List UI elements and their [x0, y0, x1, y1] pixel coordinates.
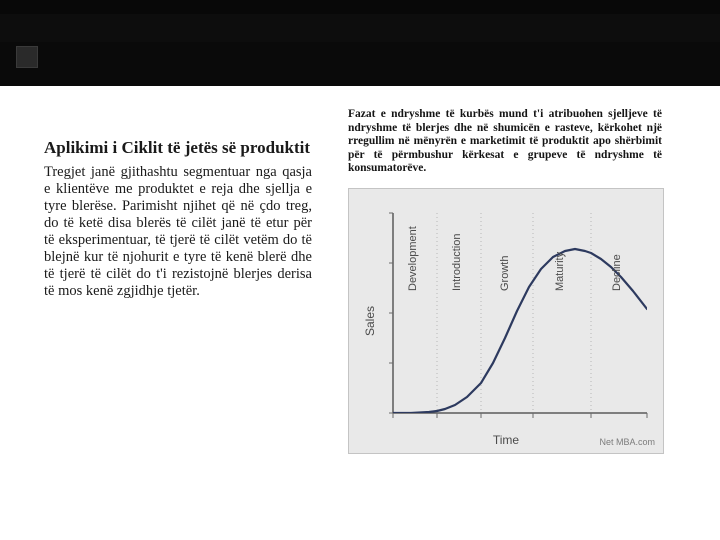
y-axis-label: Sales — [363, 306, 377, 336]
slide: Aplikimi i Ciklit të jetës së produktit … — [0, 0, 720, 540]
stage-label-growth: Growth — [499, 255, 511, 290]
right-text: Fazat e ndryshme të kurbës mund t'i atri… — [348, 108, 662, 176]
x-axis-label: Time — [493, 433, 519, 447]
stage-label-maturity: Maturity — [554, 252, 566, 291]
header-stripe-mid — [0, 14, 720, 42]
stage-label-decline: Decline — [611, 254, 623, 291]
right-column: Fazat e ndryshme të kurbës mund t'i atri… — [330, 108, 690, 530]
stage-labels-layer: Development Introduction Growth Maturity Dec… — [393, 213, 647, 413]
header-bar — [0, 0, 720, 86]
header-stripe-top — [0, 0, 720, 14]
left-body: Tregjet janë gjithashtu segmentuar nga q… — [44, 164, 312, 301]
chart-credit: Net MBA.com — [599, 437, 655, 447]
stage-label-development: Development — [407, 226, 419, 291]
header-accent-square — [16, 46, 38, 68]
content-area: Aplikimi i Ciklit të jetës së produktit … — [0, 86, 720, 540]
left-column: Aplikimi i Ciklit të jetës së produktit … — [0, 108, 330, 530]
left-title: Aplikimi i Ciklit të jetës së produktit — [44, 138, 312, 158]
chart-plot-area: Development Introduction Growth Maturity Dec… — [393, 213, 647, 413]
stage-label-introduction: Introduction — [451, 233, 463, 290]
plc-chart: Sales Time Net MBA.com Development Introd… — [348, 188, 664, 454]
